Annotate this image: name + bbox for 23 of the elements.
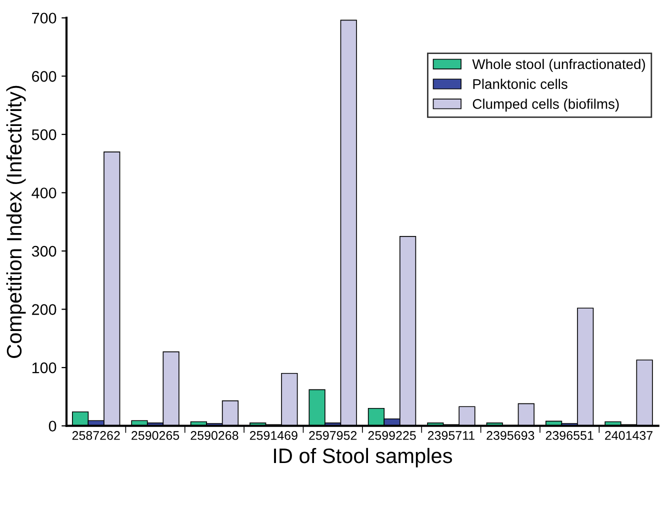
x-tick-label: 2395711 — [428, 431, 474, 440]
y-tick-label: 0 — [48, 420, 56, 432]
x-tick-label: 2395693 — [486, 431, 534, 440]
y-axis-title: Competition Index (Infectivity) — [6, 86, 26, 358]
y-tick-label: 100 — [32, 362, 56, 374]
y-tick-label: 400 — [32, 188, 56, 198]
x-tick-label: 2599225 — [368, 431, 416, 440]
legend-label: Planktonic cells — [473, 78, 568, 90]
y-tick-label: 700 — [32, 12, 56, 24]
x-tick-label: 2401437 — [605, 431, 652, 440]
y-tick-label: 300 — [32, 246, 56, 257]
x-tick-label: 2597952 — [309, 431, 357, 440]
x-tick-label: 2590268 — [190, 431, 238, 440]
legend-label: Whole stool (unfractionated) — [472, 58, 645, 72]
y-tick-label: 500 — [32, 129, 56, 140]
x-axis-title: ID of Stool samples — [274, 448, 452, 468]
x-tick-label: 2591469 — [250, 431, 298, 440]
y-tick-label: 200 — [32, 304, 56, 315]
legend-label: Clumped cells (biofilms) — [472, 98, 619, 112]
y-tick-label: 600 — [32, 71, 56, 82]
x-tick-label: 2587262 — [72, 431, 120, 440]
x-tick-label: 2590265 — [132, 431, 180, 440]
x-tick-label: 2396551 — [546, 431, 594, 440]
